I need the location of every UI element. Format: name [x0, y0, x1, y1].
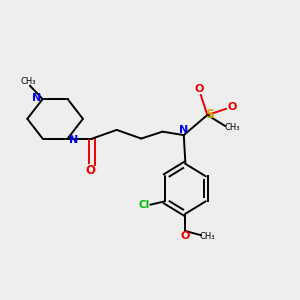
Text: O: O: [181, 231, 190, 241]
Text: CH₃: CH₃: [200, 232, 215, 241]
Text: S: S: [206, 108, 214, 121]
Text: N: N: [179, 125, 188, 135]
Text: O: O: [227, 102, 237, 112]
Text: O: O: [85, 164, 95, 177]
Text: CH₃: CH₃: [20, 77, 36, 86]
Text: N: N: [32, 93, 41, 103]
Text: N: N: [69, 135, 78, 145]
Text: CH₃: CH₃: [225, 123, 240, 132]
Text: O: O: [194, 84, 204, 94]
Text: Cl: Cl: [138, 200, 149, 210]
